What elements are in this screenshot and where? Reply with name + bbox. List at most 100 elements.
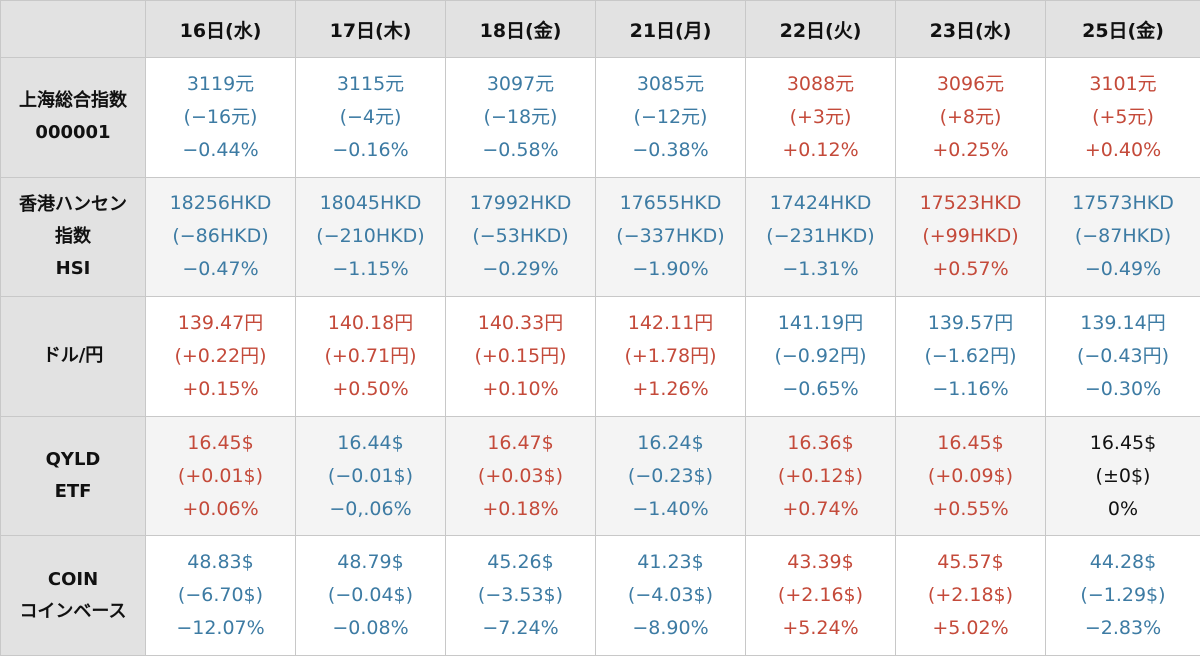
data-cell: 17573HKD(−87HKD)−0.49% bbox=[1046, 177, 1200, 297]
cell-pct: −2.83% bbox=[1046, 612, 1200, 645]
row-label: QYLD ETF bbox=[1, 416, 146, 536]
cell-value: 16.45$ bbox=[1046, 427, 1200, 460]
cell-change: (−0.92円) bbox=[746, 340, 895, 373]
data-cell: 45.57$(+2.18$)+5.02% bbox=[896, 536, 1046, 656]
cell-change: (+0.15円) bbox=[446, 340, 595, 373]
header-row: 16日(水) 17日(木) 18日(金) 21日(月) 22日(火) 23日(水… bbox=[1, 1, 1200, 58]
cell-change: (−12元) bbox=[596, 101, 745, 134]
cell-value: 3101元 bbox=[1046, 68, 1200, 101]
cell-change: (+1.78円) bbox=[596, 340, 745, 373]
data-cell: 16.24$(−0.23$)−1.40% bbox=[596, 416, 746, 536]
cell-pct: +0.74% bbox=[746, 493, 895, 526]
data-cell: 48.79$(−0.04$)−0.08% bbox=[296, 536, 446, 656]
cell-pct: −8.90% bbox=[596, 612, 745, 645]
cell-pct: +0.12% bbox=[746, 134, 895, 167]
data-cell: 16.45$(±0$)0% bbox=[1046, 416, 1200, 536]
data-cell: 48.83$(−6.70$)−12.07% bbox=[146, 536, 296, 656]
cell-pct: −7.24% bbox=[446, 612, 595, 645]
cell-value: 41.23$ bbox=[596, 546, 745, 579]
data-cell: 140.33円(+0.15円)+0.10% bbox=[446, 297, 596, 417]
cell-value: 45.57$ bbox=[896, 546, 1045, 579]
column-header: 17日(木) bbox=[296, 1, 446, 58]
cell-value: 3096元 bbox=[896, 68, 1045, 101]
cell-change: (−3.53$) bbox=[446, 579, 595, 612]
cell-pct: −0,.06% bbox=[296, 493, 445, 526]
cell-change: (+0.12$) bbox=[746, 460, 895, 493]
cell-value: 48.79$ bbox=[296, 546, 445, 579]
cell-change: (−210HKD) bbox=[296, 220, 445, 253]
cell-change: (−18元) bbox=[446, 101, 595, 134]
cell-value: 48.83$ bbox=[146, 546, 295, 579]
column-header: 18日(金) bbox=[446, 1, 596, 58]
cell-pct: +1.26% bbox=[596, 373, 745, 406]
cell-change: (−231HKD) bbox=[746, 220, 895, 253]
cell-change: (−16元) bbox=[146, 101, 295, 134]
cell-change: (+0.71円) bbox=[296, 340, 445, 373]
cell-change: (−1.29$) bbox=[1046, 579, 1200, 612]
cell-pct: +0.06% bbox=[146, 493, 295, 526]
cell-value: 43.39$ bbox=[746, 546, 895, 579]
data-cell: 45.26$(−3.53$)−7.24% bbox=[446, 536, 596, 656]
cell-pct: −0.44% bbox=[146, 134, 295, 167]
column-header: 23日(水) bbox=[896, 1, 1046, 58]
data-cell: 142.11円(+1.78円)+1.26% bbox=[596, 297, 746, 417]
cell-pct: −1.15% bbox=[296, 253, 445, 286]
cell-pct: −0.38% bbox=[596, 134, 745, 167]
cell-value: 3115元 bbox=[296, 68, 445, 101]
cell-pct: −1.90% bbox=[596, 253, 745, 286]
cell-change: (+0.22円) bbox=[146, 340, 295, 373]
column-header: 22日(火) bbox=[746, 1, 896, 58]
column-header: 16日(水) bbox=[146, 1, 296, 58]
cell-pct: −0.30% bbox=[1046, 373, 1200, 406]
column-header: 25日(金) bbox=[1046, 1, 1200, 58]
cell-value: 3119元 bbox=[146, 68, 295, 101]
cell-pct: −12.07% bbox=[146, 612, 295, 645]
cell-pct: −0.08% bbox=[296, 612, 445, 645]
cell-value: 16.45$ bbox=[146, 427, 295, 460]
data-cell: 140.18円(+0.71円)+0.50% bbox=[296, 297, 446, 417]
data-cell: 3088元(+3元)+0.12% bbox=[746, 58, 896, 178]
cell-pct: +0.18% bbox=[446, 493, 595, 526]
cell-pct: +5.24% bbox=[746, 612, 895, 645]
data-cell: 17523HKD(+99HKD)+0.57% bbox=[896, 177, 1046, 297]
data-cell: 18045HKD(−210HKD)−1.15% bbox=[296, 177, 446, 297]
data-cell: 16.44$(−0.01$)−0,.06% bbox=[296, 416, 446, 536]
cell-pct: +0.15% bbox=[146, 373, 295, 406]
cell-value: 3097元 bbox=[446, 68, 595, 101]
cell-pct: −1.40% bbox=[596, 493, 745, 526]
cell-change: (+8元) bbox=[896, 101, 1045, 134]
cell-change: (+2.16$) bbox=[746, 579, 895, 612]
data-cell: 3115元(−4元)−0.16% bbox=[296, 58, 446, 178]
row-label: COIN コインベース bbox=[1, 536, 146, 656]
cell-value: 140.33円 bbox=[446, 307, 595, 340]
cell-pct: −0.58% bbox=[446, 134, 595, 167]
data-cell: 16.36$(+0.12$)+0.74% bbox=[746, 416, 896, 536]
cell-pct: +0.50% bbox=[296, 373, 445, 406]
cell-value: 141.19円 bbox=[746, 307, 895, 340]
cell-change: (−53HKD) bbox=[446, 220, 595, 253]
cell-change: (+5元) bbox=[1046, 101, 1200, 134]
cell-change: (−87HKD) bbox=[1046, 220, 1200, 253]
data-cell: 17992HKD(−53HKD)−0.29% bbox=[446, 177, 596, 297]
cell-change: (−1.62円) bbox=[896, 340, 1045, 373]
cell-pct: +0.40% bbox=[1046, 134, 1200, 167]
row-label: ドル/円 bbox=[1, 297, 146, 417]
cell-value: 45.26$ bbox=[446, 546, 595, 579]
cell-value: 16.47$ bbox=[446, 427, 595, 460]
data-cell: 3096元(+8元)+0.25% bbox=[896, 58, 1046, 178]
data-cell: 18256HKD(−86HKD)−0.47% bbox=[146, 177, 296, 297]
row-label: 香港ハンセン 指数 HSI bbox=[1, 177, 146, 297]
cell-change: (−0.04$) bbox=[296, 579, 445, 612]
data-cell: 17655HKD(−337HKD)−1.90% bbox=[596, 177, 746, 297]
cell-pct: −0.29% bbox=[446, 253, 595, 286]
cell-value: 142.11円 bbox=[596, 307, 745, 340]
data-cell: 141.19円(−0.92円)−0.65% bbox=[746, 297, 896, 417]
cell-change: (−0.01$) bbox=[296, 460, 445, 493]
cell-change: (−4元) bbox=[296, 101, 445, 134]
cell-pct: −1.16% bbox=[896, 373, 1045, 406]
cell-change: (−0.23$) bbox=[596, 460, 745, 493]
